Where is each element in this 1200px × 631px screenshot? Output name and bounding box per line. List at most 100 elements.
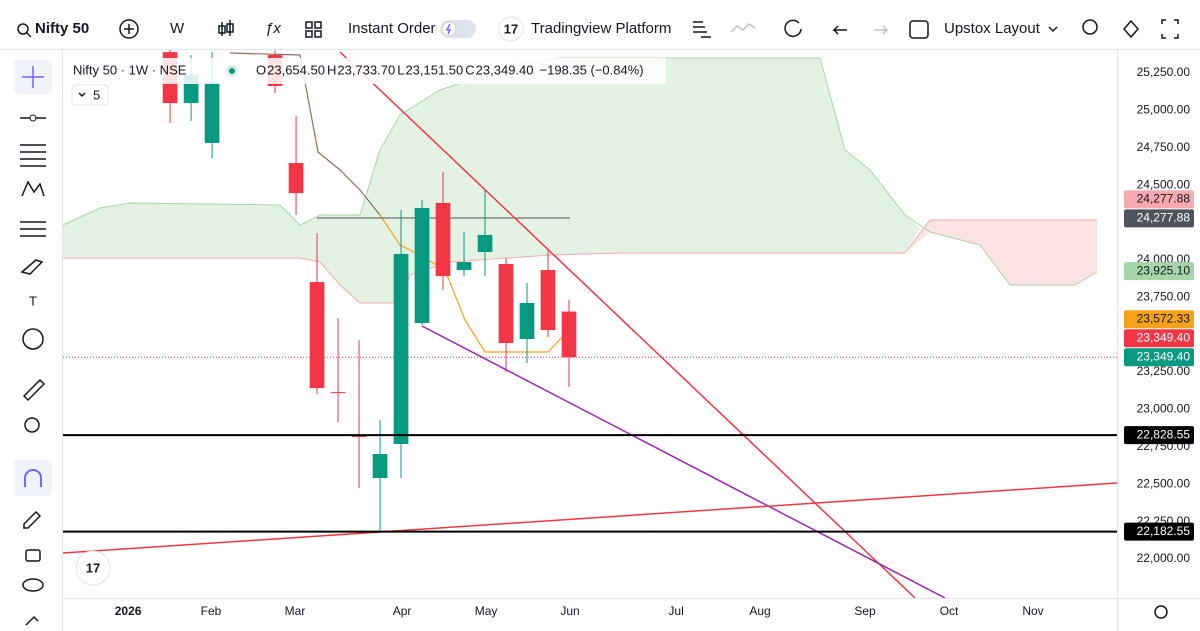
candle-body	[309, 282, 325, 389]
candle-body	[330, 392, 346, 394]
emoji-tool[interactable]	[22, 328, 44, 350]
price-label: 23,349.40	[1137, 349, 1191, 363]
ohlc-key: O	[256, 62, 266, 77]
legend-ohlc: O 23,654.50 H 23,733.70 L 23,151.50 C 23,349.40…	[256, 62, 644, 77]
pattern-tool[interactable]	[21, 180, 45, 197]
visibility-tool[interactable]	[22, 578, 44, 592]
bolt-icon	[445, 23, 452, 35]
cursor-tool[interactable]	[22, 66, 44, 88]
x-tick-label: Mar	[285, 604, 306, 618]
legend-bg	[66, 58, 666, 84]
ichimoku-cloud-bullish	[63, 58, 920, 303]
y-tick-label: 23,250.00	[1137, 364, 1191, 378]
x-tick-label: 2026	[115, 604, 142, 618]
symbol[interactable]: Nifty 50	[35, 20, 89, 37]
price-label-bg	[1124, 190, 1194, 209]
text-tool[interactable]: T	[29, 293, 37, 308]
candle-body	[414, 208, 430, 324]
axis-settings[interactable]	[1154, 605, 1168, 619]
y-tick-label: 22,000.00	[1137, 551, 1191, 565]
x-tick-label: Jul	[668, 604, 683, 618]
add-symbol-button[interactable]	[119, 19, 139, 39]
candle-body	[204, 81, 220, 144]
templates-button[interactable]	[305, 21, 322, 38]
down-trendline	[339, 51, 916, 599]
ohlc-key: L	[397, 62, 404, 77]
ohlc-value: 23,349.40	[476, 62, 534, 77]
tv-watermark	[75, 550, 111, 586]
chart-type-button[interactable]	[218, 20, 234, 36]
price-label-bg	[1124, 209, 1194, 228]
up-trendline	[62, 482, 1118, 554]
search-icon-handle	[26, 32, 32, 38]
y-tick-label: 22,500.00	[1137, 476, 1191, 490]
drawing-toolbar	[0, 50, 62, 631]
y-tick-label: 25,000.00	[1137, 103, 1191, 117]
zoom-tool[interactable]	[24, 417, 40, 433]
refresh-button[interactable]	[784, 19, 802, 38]
x-tick-label: Nov	[1022, 604, 1043, 618]
layout-dropdown[interactable]	[1048, 26, 1058, 33]
kijun-line	[229, 52, 381, 216]
price-label-bg	[1124, 522, 1194, 541]
fib-tool[interactable]	[20, 144, 46, 167]
instant-order-label: Instant Order	[348, 20, 436, 37]
price-label: 22,828.55	[1137, 427, 1191, 441]
redo-button[interactable]	[874, 25, 889, 35]
tv-logo-button[interactable]	[498, 16, 524, 42]
brush-tool[interactable]	[20, 259, 44, 275]
projection-tool[interactable]	[20, 221, 46, 237]
settings-button[interactable]	[1123, 19, 1139, 39]
trendline-dot	[29, 114, 37, 122]
candle-body	[288, 163, 304, 194]
channel-line	[421, 325, 946, 599]
layout-icon[interactable]	[909, 20, 929, 39]
toggle-knob	[441, 21, 457, 37]
price-label-bg	[1124, 262, 1194, 281]
interval[interactable]: W	[170, 20, 185, 37]
price-label: 23,349.40	[1137, 330, 1191, 344]
indicators-button[interactable]: ƒx	[265, 20, 281, 37]
price-label-bg	[1124, 329, 1194, 348]
price-label: 24,277.88	[1137, 192, 1191, 206]
price-label: 24,277.88	[1137, 211, 1191, 225]
indicators-count: 5	[93, 87, 100, 102]
ichimoku-cloud-bearish	[905, 220, 1097, 285]
y-tick-label: 24,750.00	[1137, 140, 1191, 154]
indicators-toggle[interactable]	[71, 84, 109, 106]
x-tick-label: May	[475, 604, 498, 618]
lock-tool[interactable]	[25, 549, 41, 562]
platform-button[interactable]: Tradingview Platform	[531, 20, 671, 37]
ohlc-value: 23,654.50	[267, 62, 325, 77]
toolbar	[0, 0, 1200, 50]
tv-logo: 17	[504, 21, 518, 36]
lock-drawing-tool[interactable]	[23, 510, 42, 529]
candle-body	[435, 202, 451, 277]
fullscreen-button[interactable]	[1161, 19, 1179, 39]
search-icon[interactable]	[17, 23, 29, 35]
axes: 22,000.0022,250.0022,500.0022,750.0023,0…	[115, 65, 1194, 618]
y-tick-label: 23,000.00	[1137, 402, 1191, 416]
alert-button[interactable]	[1082, 19, 1098, 35]
candle-body	[456, 262, 472, 271]
ohlc-key: C	[465, 62, 474, 77]
x-tick-label: Feb	[201, 604, 222, 618]
candle-body	[498, 263, 514, 344]
magnet-tool-bg	[14, 460, 52, 496]
magnet-tool[interactable]	[24, 469, 42, 487]
link-tool[interactable]	[25, 615, 39, 626]
price-label-bg	[1124, 426, 1194, 445]
ruler-tool[interactable]	[22, 378, 46, 402]
object-tree-button[interactable]	[693, 21, 711, 38]
layout-button[interactable]: Upstox Layout	[944, 20, 1041, 37]
candle-body	[477, 234, 493, 253]
price-label: 23,572.33	[1137, 311, 1191, 325]
ohlc-value: 23,733.70	[337, 62, 395, 77]
compare-button[interactable]	[730, 23, 756, 33]
undo-button[interactable]	[832, 25, 847, 35]
drawings	[62, 51, 1118, 599]
price-label: 22,182.55	[1137, 524, 1191, 538]
x-tick-label: Jun	[560, 604, 579, 618]
